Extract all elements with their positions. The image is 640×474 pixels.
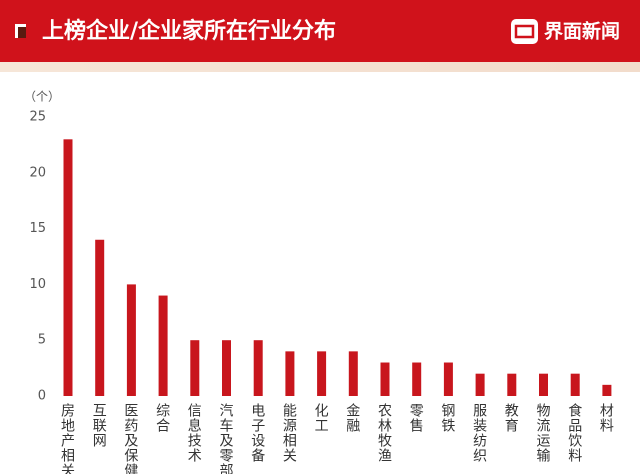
bar [412, 362, 422, 396]
bar [63, 139, 73, 396]
y-tick-label: 15 [29, 221, 46, 236]
bar [158, 295, 168, 396]
x-tick-label: 房地产相关 [59, 403, 75, 474]
x-tick-label: 零售 [408, 403, 424, 433]
bar [507, 373, 517, 396]
x-tick-label: 能源相关 [281, 403, 297, 463]
header-strip [0, 62, 640, 72]
title-icon-inner [18, 27, 26, 38]
y-tick-label: 20 [29, 165, 46, 180]
bar [348, 351, 358, 396]
x-tick-label: 材料 [598, 403, 614, 433]
x-tick-label: 教育 [503, 403, 519, 433]
x-tick-label: 医药及保健 [122, 403, 138, 474]
x-tick-label: 钢铁 [439, 403, 455, 433]
bar [317, 351, 327, 396]
bar [570, 373, 580, 396]
bar [475, 373, 485, 396]
bar [253, 340, 263, 396]
x-tick-label: 物流运输 [535, 403, 551, 463]
bar [190, 340, 200, 396]
x-tick-label: 汽车及零部件 [218, 403, 234, 474]
bar [602, 384, 612, 396]
x-tick-label: 电子设备 [249, 403, 265, 463]
bar [443, 362, 453, 396]
x-tick-label: 金融 [344, 403, 360, 433]
y-tick-label: 25 [29, 110, 46, 125]
x-tick-label: 信息技术 [186, 403, 202, 463]
bar [126, 284, 136, 396]
chart-title: 上榜企业/企业家所在行业分布 [42, 18, 336, 44]
x-tick-label: 互联网 [91, 403, 107, 448]
x-tick-label: 服装纺织 [471, 403, 487, 463]
bar [285, 351, 295, 396]
y-axis-label: （个） [24, 90, 60, 104]
logo-icon-inner [514, 24, 535, 39]
bar [95, 239, 105, 396]
y-tick-label: 5 [38, 333, 46, 348]
x-tick-label: 化工 [313, 403, 329, 433]
bar [380, 362, 390, 396]
x-tick-label: 农林牧渔 [376, 403, 392, 463]
y-tick-label: 0 [38, 389, 46, 404]
bar [539, 373, 548, 396]
x-tick-label: 食品饮料 [566, 402, 582, 463]
y-tick-label: 10 [29, 277, 46, 292]
x-tick-label: 综合 [154, 403, 170, 433]
bar [222, 340, 231, 396]
logo-text: 界面新闻 [544, 20, 620, 43]
